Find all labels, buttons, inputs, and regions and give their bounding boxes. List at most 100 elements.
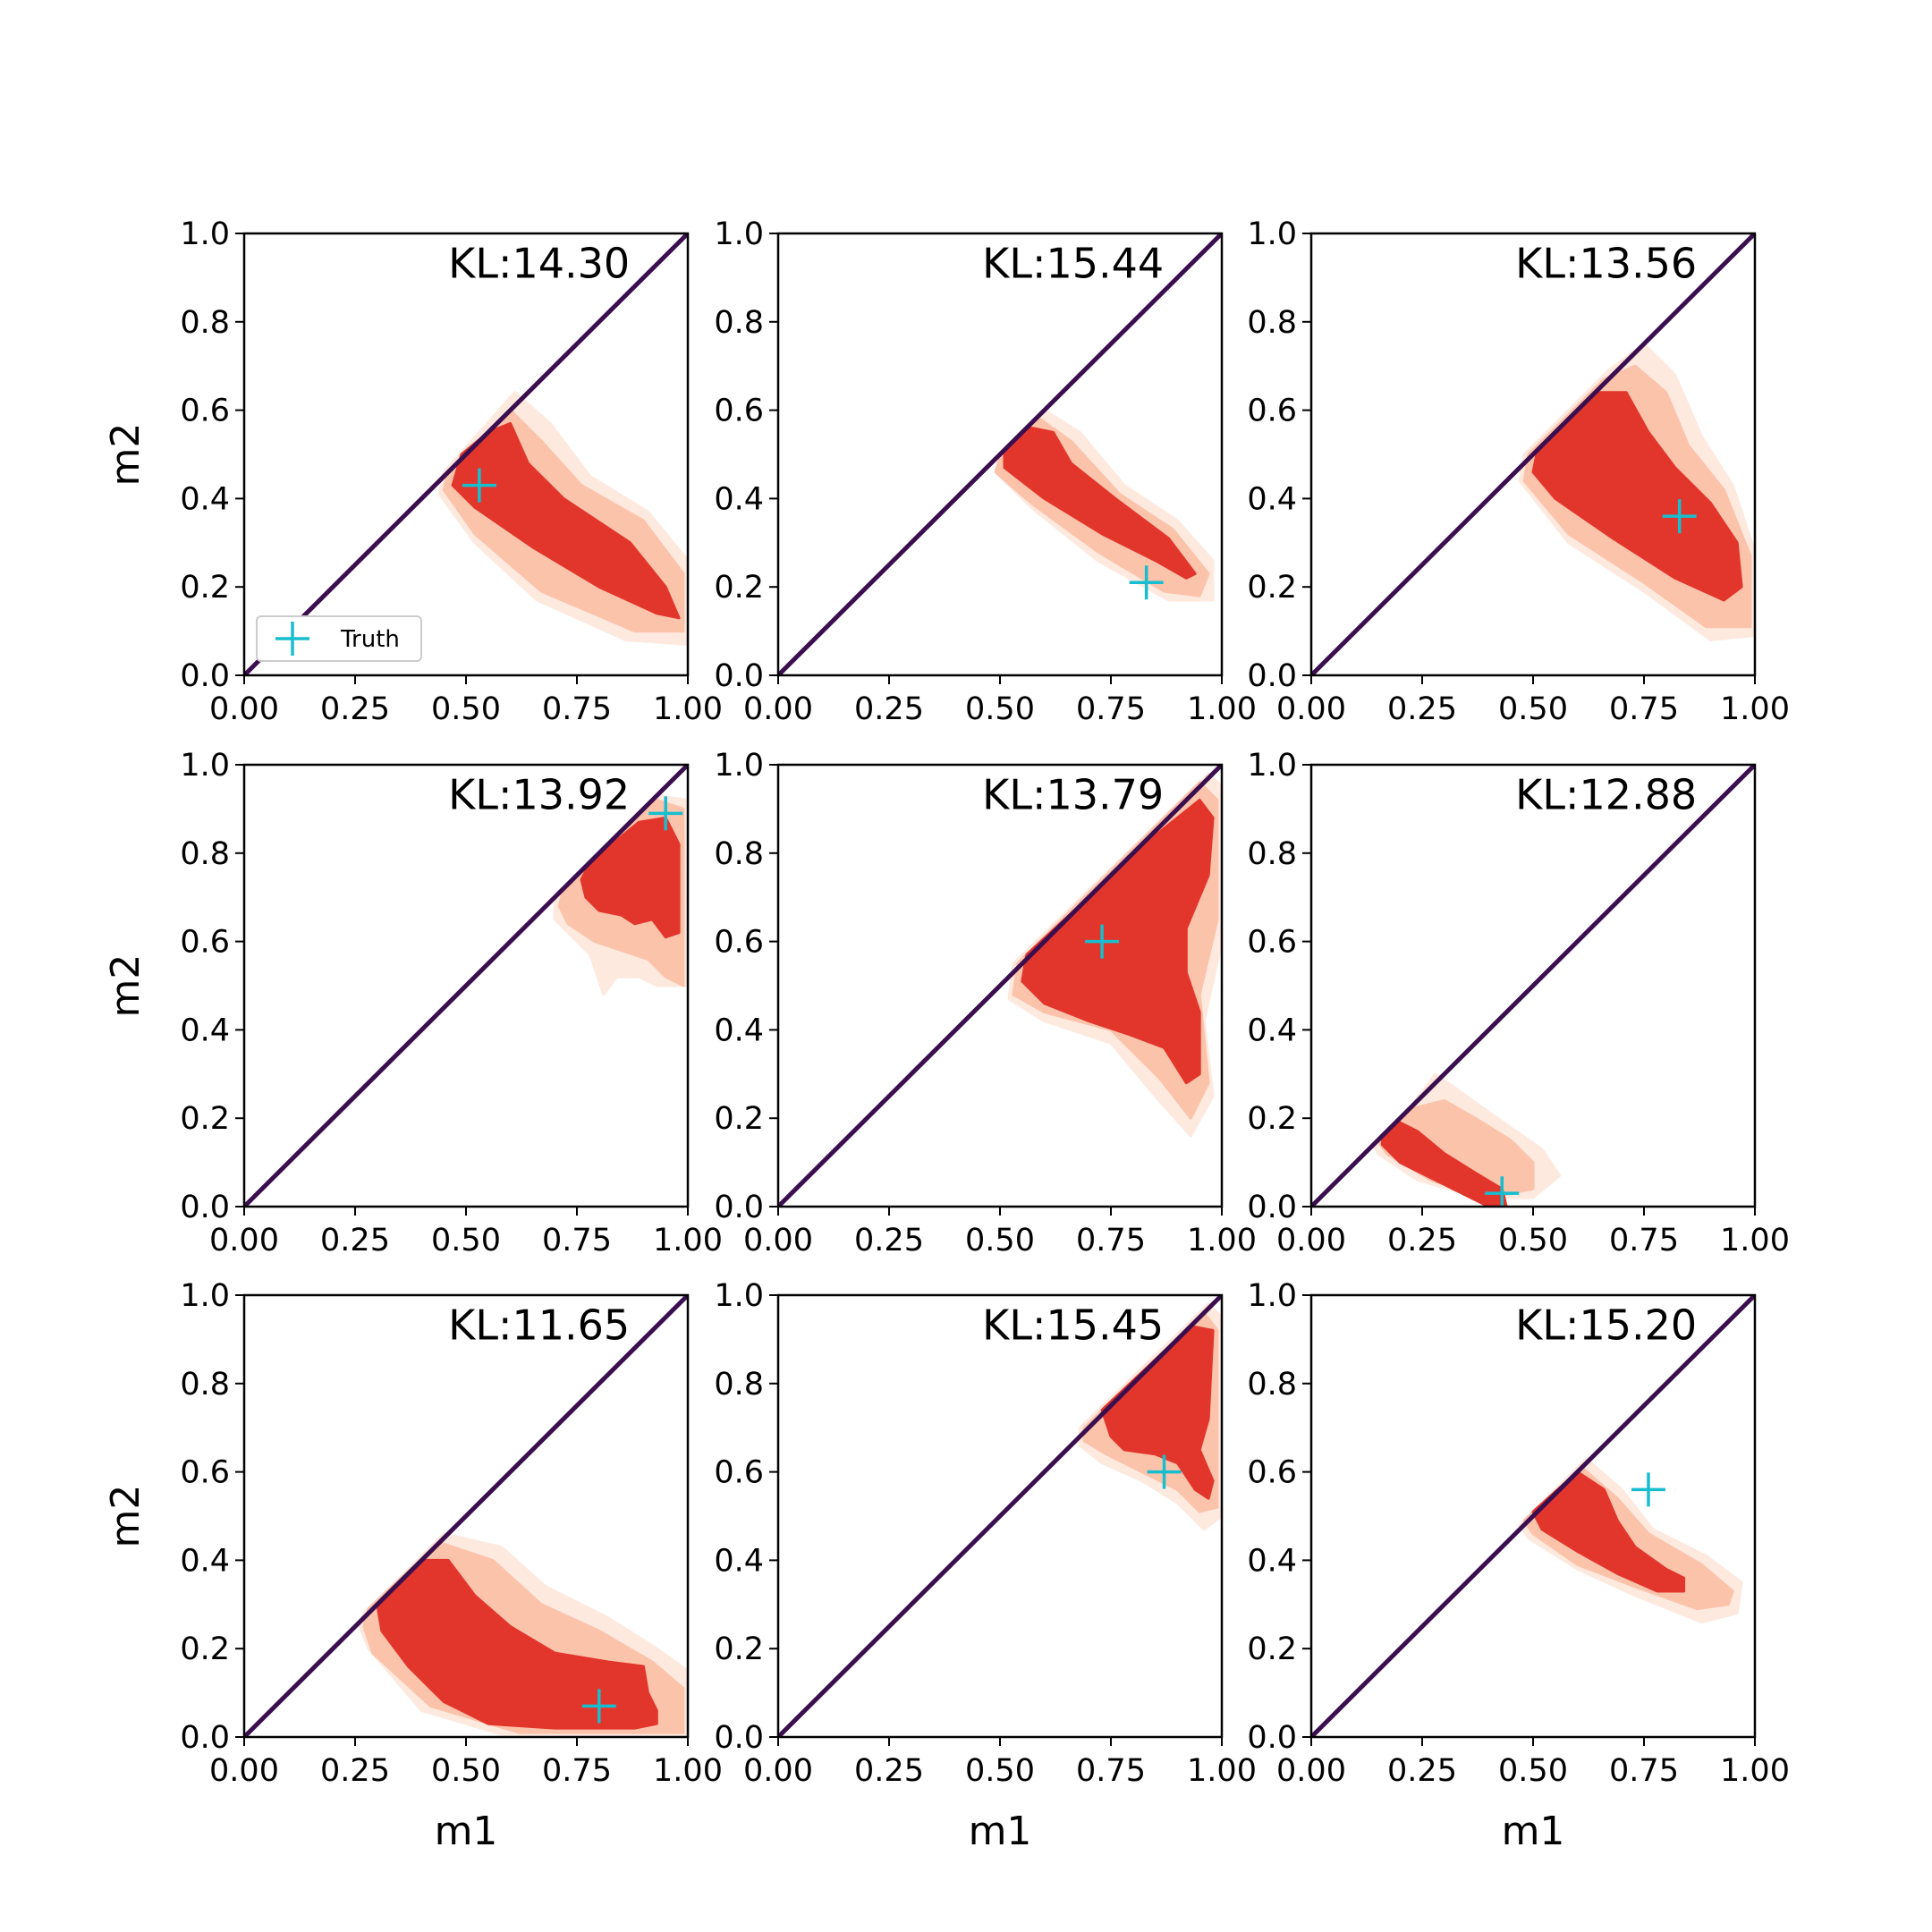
y-tick-label: 0.4 [180,1013,230,1048]
truth-marker [1085,924,1120,959]
kl-annotation: KL:15.44 [982,239,1164,287]
kl-annotation: KL:11.65 [448,1301,630,1349]
x-tick-label: 0.25 [1387,1223,1457,1258]
y-tick-label: 0.2 [180,1101,230,1137]
x-tick-label: 0.50 [431,691,501,727]
y-tick-label: 0.6 [714,1455,764,1491]
truth-marker [1662,499,1697,534]
subplot-5: 0.00 0.25 0.50 0.75 1.00 0.0 0.2 0.4 0.6 0.8 1.0 KL… [714,748,1257,1258]
plot-area [1311,233,1755,675]
y-tick-label: 1.0 [180,748,230,784]
y-tick-label: 0.0 [1247,1720,1297,1756]
y-tick-label: 0.8 [714,1367,764,1402]
x-tick-label: 1.00 [1720,1753,1790,1789]
kl-annotation: KL:12.88 [1515,770,1697,818]
contour-inner [451,421,681,620]
truth-marker [581,1689,616,1724]
x-tick-label: 0.25 [320,1223,390,1258]
y-tick-label: 1.0 [180,1278,230,1314]
x-tick-label: 0.25 [854,691,924,727]
boundary-line [778,765,1222,1207]
y-tick-label: 0.0 [714,1720,764,1756]
x-tick-label: 0.75 [1076,691,1146,727]
contour-inner [1100,1325,1215,1500]
y-tick-label: 0.6 [180,1455,230,1491]
contour-inner [1531,391,1743,602]
plot-area [1311,765,1755,1207]
x-tick-label: 0.25 [854,1753,924,1789]
x-tick-label: 0.00 [209,1753,279,1789]
y-tick-label: 0.2 [714,1101,764,1137]
x-axis-label: m1 [1502,1809,1565,1854]
kl-annotation: KL:13.92 [448,770,630,818]
y-axis-label: m2 [103,1485,148,1548]
subplot-4: 0.00 0.25 0.50 0.75 1.00 0.0 0.2 0.4 0.6 0.8 1.0 KL… [103,748,723,1258]
x-axis-label: m1 [435,1809,498,1854]
truth-marker [1147,1454,1182,1489]
legend: Truth [256,615,422,662]
y-tick-label: 0.0 [714,658,764,694]
truth-marker [1631,1472,1665,1507]
x-tick-label: 1.00 [1187,691,1257,727]
x-tick-label: 1.00 [1187,1753,1257,1789]
x-tick-label: 1.00 [1187,1223,1257,1258]
y-tick-label: 0.4 [1247,481,1297,517]
boundary-line [778,1295,1222,1737]
y-tick-label: 0.0 [180,1720,230,1756]
x-tick-label: 0.75 [1609,1753,1679,1789]
y-tick-label: 0.6 [180,394,230,429]
y-tick-label: 0.0 [714,1190,764,1225]
x-tick-label: 0.00 [743,1223,813,1258]
subplot-2: 0.00 0.25 0.50 0.75 1.00 0.0 0.2 0.4 0.6 0.8 1.0 KL… [714,216,1257,727]
y-tick-label: 1.0 [1247,748,1297,784]
plot-area [778,1295,1222,1737]
boundary-line [1311,233,1755,675]
kl-annotation: KL:13.56 [1515,239,1697,287]
y-tick-label: 0.4 [714,1543,764,1579]
y-tick-label: 1.0 [714,748,764,784]
x-tick-label: 0.50 [431,1753,501,1789]
y-tick-label: 0.0 [1247,658,1297,694]
truth-marker [1485,1176,1520,1207]
y-tick-label: 0.6 [714,394,764,429]
x-tick-label: 1.00 [653,691,723,727]
x-tick-label: 0.25 [1387,691,1457,727]
y-tick-label: 0.2 [180,1631,230,1667]
y-tick-label: 0.0 [180,1190,230,1225]
y-tick-label: 0.2 [1247,570,1297,606]
y-tick-label: 0.2 [714,1631,764,1667]
x-tick-label: 0.50 [1498,1753,1568,1789]
x-tick-label: 1.00 [653,1223,723,1258]
kl-annotation: KL:13.79 [982,770,1164,818]
y-tick-label: 1.0 [714,1278,764,1314]
x-tick-label: 0.75 [1076,1223,1146,1258]
y-tick-label: 0.4 [180,481,230,517]
kl-annotation: KL:15.45 [982,1301,1164,1349]
boundary-line [244,765,688,1207]
x-tick-label: 0.75 [1609,1223,1679,1258]
y-tick-label: 1.0 [180,216,230,252]
boundary-line [244,233,688,675]
y-tick-label: 0.6 [180,925,230,961]
y-tick-label: 0.8 [1247,1367,1297,1402]
y-tick-label: 1.0 [714,216,764,252]
truth-marker [1129,565,1164,600]
y-tick-label: 0.0 [180,658,230,694]
y-tick-label: 0.8 [714,836,764,872]
plot-area [778,765,1222,1207]
legend-label: Truth [340,626,400,653]
y-tick-label: 0.4 [714,1013,764,1048]
x-tick-label: 0.75 [1609,691,1679,727]
subplot-3: 0.00 0.25 0.50 0.75 1.00 0.0 0.2 0.4 0.6 0.8 1.0 KL… [1247,216,1790,727]
y-axis-label: m2 [103,423,148,487]
x-tick-label: 0.50 [965,1223,1035,1258]
x-tick-label: 0.50 [431,1223,501,1258]
x-tick-label: 0.00 [743,1753,813,1789]
y-tick-label: 0.6 [1247,925,1297,961]
x-tick-label: 0.00 [1276,1223,1346,1258]
x-tick-label: 0.75 [1076,1753,1146,1789]
y-tick-label: 0.8 [714,305,764,341]
subplot-7: 0.00 0.25 0.50 0.75 1.00 0.0 0.2 0.4 0.6 0.8 1.0 KL… [103,1278,723,1854]
y-axis-label: m2 [103,954,148,1018]
